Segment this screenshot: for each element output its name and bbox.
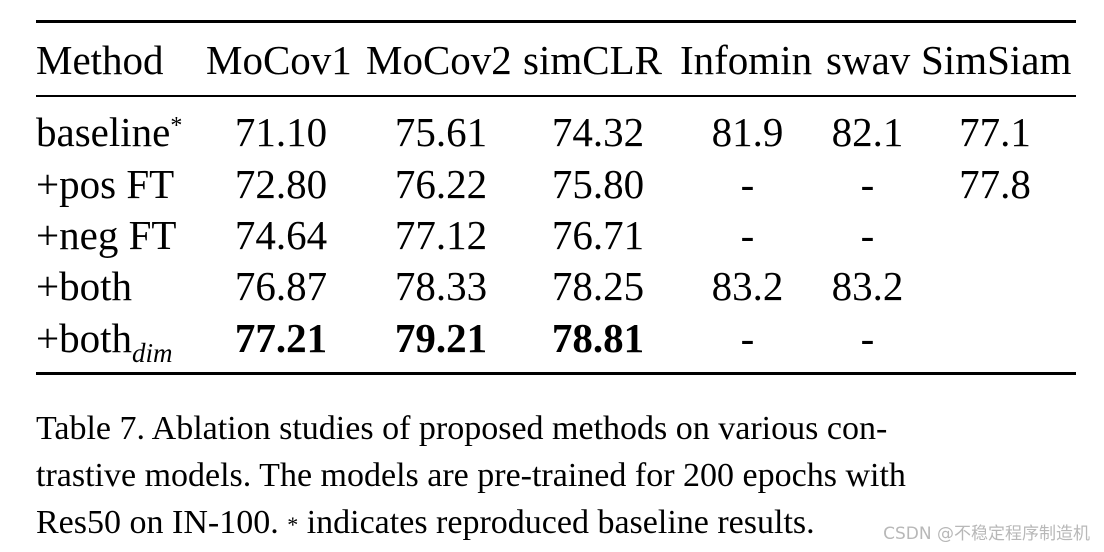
caption-star: * [287, 512, 299, 537]
row-method: +pos FT [36, 161, 175, 207]
cell-infomin: - [740, 315, 755, 361]
header-mocov1: MoCov1 [206, 37, 352, 83]
cell-swav: 83.2 [831, 263, 904, 309]
cell-simclr: 74.32 [551, 109, 645, 155]
cell-simclr: 76.71 [551, 212, 645, 258]
cell-mocov1: 76.87 [234, 263, 328, 309]
row-method: +both [36, 263, 133, 309]
caption-line: trastive models. The models are pre-trai… [36, 457, 906, 494]
cell-mocov1: 77.21 [234, 315, 328, 361]
row-method: +bothdim [36, 315, 173, 368]
cell-mocov2: 75.61 [394, 109, 488, 155]
header-method: Method [36, 37, 164, 83]
cell-swav: - [860, 315, 875, 361]
row-method: baseline* [36, 109, 183, 155]
table-bottom-rule [36, 372, 1076, 375]
caption-line: Table 7. Ablation studies of proposed me… [36, 410, 888, 447]
watermark: CSDN @不稳定程序制造机 [883, 524, 1090, 544]
row-method-sub: dim [132, 338, 173, 368]
cell-mocov2: 76.22 [394, 161, 488, 207]
cell-simclr: 78.81 [551, 315, 645, 361]
table-top-rule [36, 20, 1076, 23]
row-method: +neg FT [36, 212, 177, 258]
table-header-rule [36, 95, 1076, 97]
cell-simsiam: 77.8 [959, 161, 1031, 207]
cell-swav: - [860, 161, 875, 207]
cell-mocov2: 79.21 [394, 315, 488, 361]
row-method-sup: * [170, 113, 183, 139]
header-infomin: Infomin [680, 37, 813, 83]
header-simclr: simCLR [523, 37, 662, 83]
cell-infomin: - [740, 161, 755, 207]
cell-simsiam: 77.1 [959, 109, 1031, 155]
header-mocov2: MoCov2 [366, 37, 512, 83]
cell-mocov1: 71.10 [234, 109, 328, 155]
table-caption: Table 7. Ablation studies of proposed me… [36, 405, 1046, 546]
header-swav: swav [826, 37, 911, 83]
cell-mocov1: 72.80 [234, 161, 328, 207]
cell-infomin: 83.2 [711, 263, 784, 309]
cell-mocov2: 77.12 [394, 212, 488, 258]
cell-mocov2: 78.33 [394, 263, 488, 309]
cell-infomin: - [740, 212, 755, 258]
header-simsiam: SimSiam [921, 37, 1072, 83]
cell-mocov1: 74.64 [234, 212, 328, 258]
cell-infomin: 81.9 [711, 109, 784, 155]
caption-line: Res50 on IN-100. * indicates reproduced … [36, 504, 815, 541]
cell-simclr: 75.80 [551, 161, 645, 207]
cell-simclr: 78.25 [551, 263, 645, 309]
cell-swav: 82.1 [831, 109, 904, 155]
cell-swav: - [860, 212, 875, 258]
